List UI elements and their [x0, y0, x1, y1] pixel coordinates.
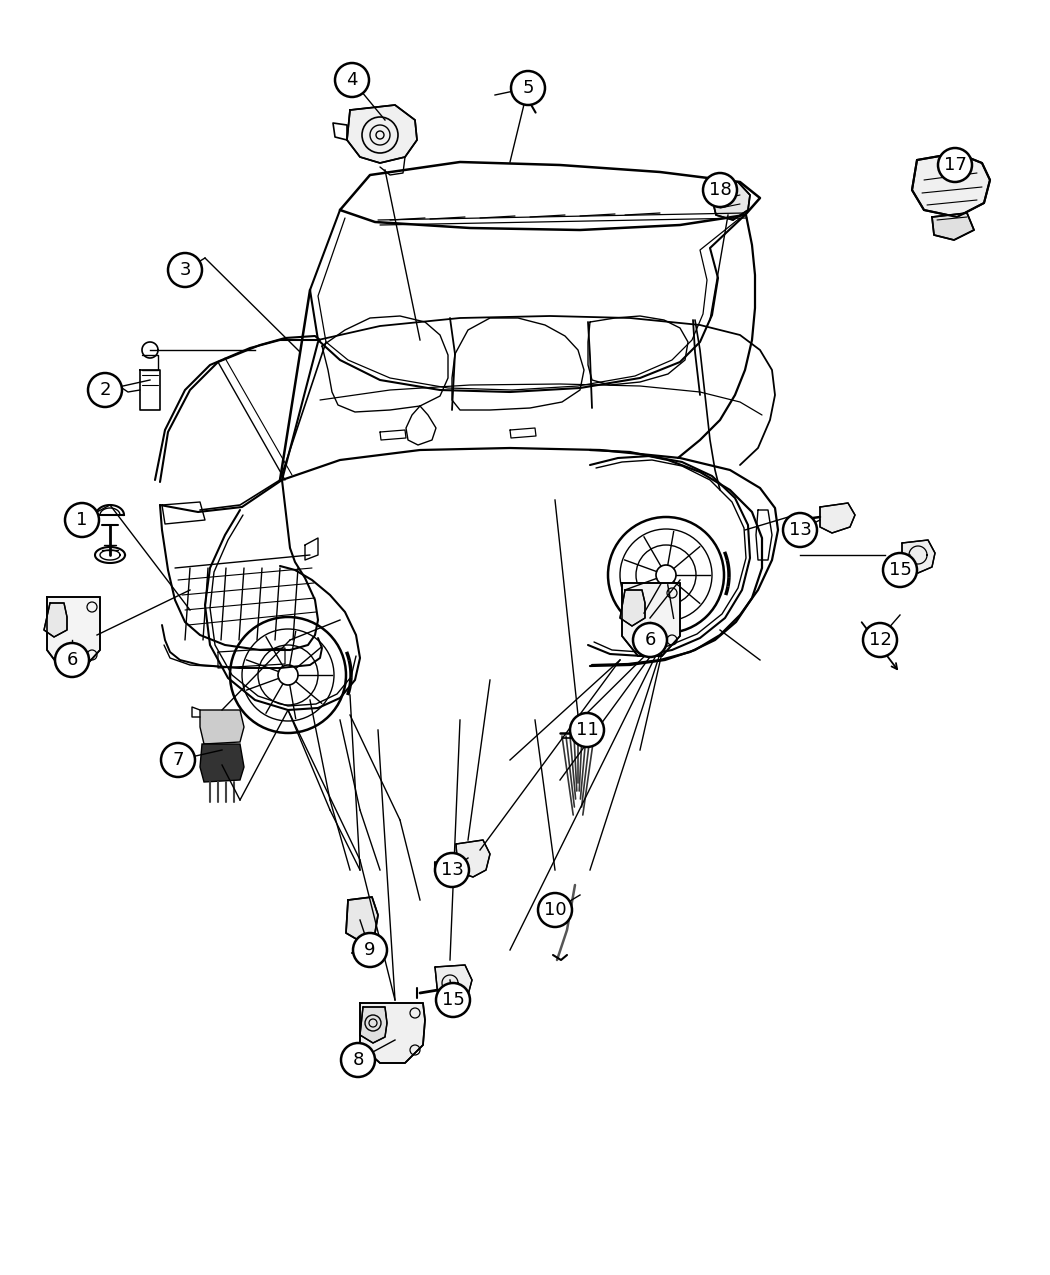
Circle shape	[65, 504, 99, 537]
Text: 15: 15	[888, 561, 911, 579]
Text: 8: 8	[353, 1051, 363, 1068]
Polygon shape	[820, 504, 855, 533]
Circle shape	[161, 743, 195, 776]
Polygon shape	[346, 898, 378, 940]
Polygon shape	[346, 105, 417, 163]
Polygon shape	[44, 603, 67, 638]
Text: 13: 13	[441, 861, 463, 878]
Text: 6: 6	[645, 631, 655, 649]
Polygon shape	[435, 965, 472, 1003]
Circle shape	[435, 853, 469, 887]
Circle shape	[335, 62, 369, 97]
Polygon shape	[200, 745, 244, 782]
Circle shape	[55, 643, 89, 677]
Polygon shape	[47, 597, 100, 669]
Polygon shape	[620, 590, 645, 626]
Circle shape	[570, 713, 604, 747]
Polygon shape	[710, 182, 750, 221]
Polygon shape	[622, 583, 680, 657]
Polygon shape	[902, 541, 934, 572]
Circle shape	[704, 173, 737, 207]
Circle shape	[436, 983, 470, 1017]
Text: 11: 11	[575, 720, 598, 739]
Circle shape	[783, 513, 817, 547]
Polygon shape	[360, 1007, 387, 1043]
Polygon shape	[932, 213, 974, 240]
Text: 13: 13	[789, 521, 812, 539]
Circle shape	[938, 148, 972, 182]
Text: 1: 1	[77, 511, 88, 529]
Circle shape	[883, 553, 917, 586]
Text: 17: 17	[944, 156, 966, 173]
Text: 9: 9	[364, 941, 376, 959]
Text: 18: 18	[709, 181, 732, 199]
Text: 2: 2	[100, 381, 110, 399]
Text: 10: 10	[544, 901, 566, 919]
Polygon shape	[360, 1003, 425, 1063]
Polygon shape	[912, 153, 990, 217]
Text: 15: 15	[442, 991, 464, 1009]
Polygon shape	[200, 710, 244, 745]
Circle shape	[168, 252, 202, 287]
Circle shape	[633, 623, 667, 657]
Circle shape	[863, 623, 897, 657]
Circle shape	[341, 1043, 375, 1077]
Circle shape	[511, 71, 545, 105]
Text: 12: 12	[868, 631, 891, 649]
Text: 4: 4	[346, 71, 358, 89]
Polygon shape	[456, 840, 490, 877]
Text: 3: 3	[180, 261, 191, 279]
Circle shape	[353, 933, 387, 966]
Circle shape	[88, 374, 122, 407]
Text: 5: 5	[522, 79, 533, 97]
Text: 6: 6	[66, 652, 78, 669]
Text: 7: 7	[172, 751, 184, 769]
Circle shape	[538, 892, 572, 927]
